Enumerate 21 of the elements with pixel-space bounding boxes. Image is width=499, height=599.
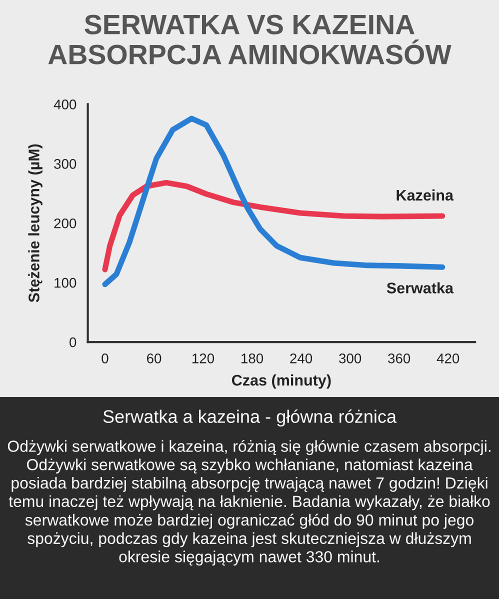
chart-subtitle: ABSORPCJA AMINOKWASÓW xyxy=(48,39,452,64)
text: Odżywki serwatkowe i kazeina, różnią się głównie czasem absorpcji. Odżywki serwatkowe są szybko wchłaniane, natomiast kazeina posiada bardziej stabilną absorpcję trwającą nawet 7 godzin! Dzięki temu inaczej też wpływają na łaknienie. Badania wykazały, że białko serwatkowe może bardziej ograniczać głód do 90 minut po jego spożyciu, podczas gdy kazeina jest skuteczniejsza w dłuższym okresie sięgającym nawet 330 minut. xyxy=(8,440,490,566)
x-tick-label: 420 xyxy=(436,354,460,364)
series-label: Serwatka xyxy=(386,282,454,294)
series-label: Kazeina xyxy=(396,189,454,201)
text: Serwatka a kazeina - główna różnica xyxy=(103,409,397,427)
y-tick-label: 100 xyxy=(54,278,76,288)
x-tick-label: 60 xyxy=(146,354,162,364)
x-tick-label: 180 xyxy=(242,354,264,364)
y-axis-title: Stężenie leucyny (µM) xyxy=(28,144,42,302)
x-tick-label: 120 xyxy=(192,354,214,364)
y-tick-label: 300 xyxy=(54,159,76,169)
y-tick-label: 200 xyxy=(54,218,76,228)
y-tick-label: 400 xyxy=(54,100,76,110)
x-axis-title: Czas (minuty) xyxy=(232,374,331,389)
x-tick-label: 300 xyxy=(339,354,362,364)
chart-title: SERWATKA VS KAZEINA xyxy=(84,14,414,34)
x-tick-label: 0 xyxy=(102,354,108,364)
y-tick-label: 0 xyxy=(70,337,76,348)
x-tick-label: 240 xyxy=(290,354,312,364)
x-tick-label: 360 xyxy=(388,354,410,364)
